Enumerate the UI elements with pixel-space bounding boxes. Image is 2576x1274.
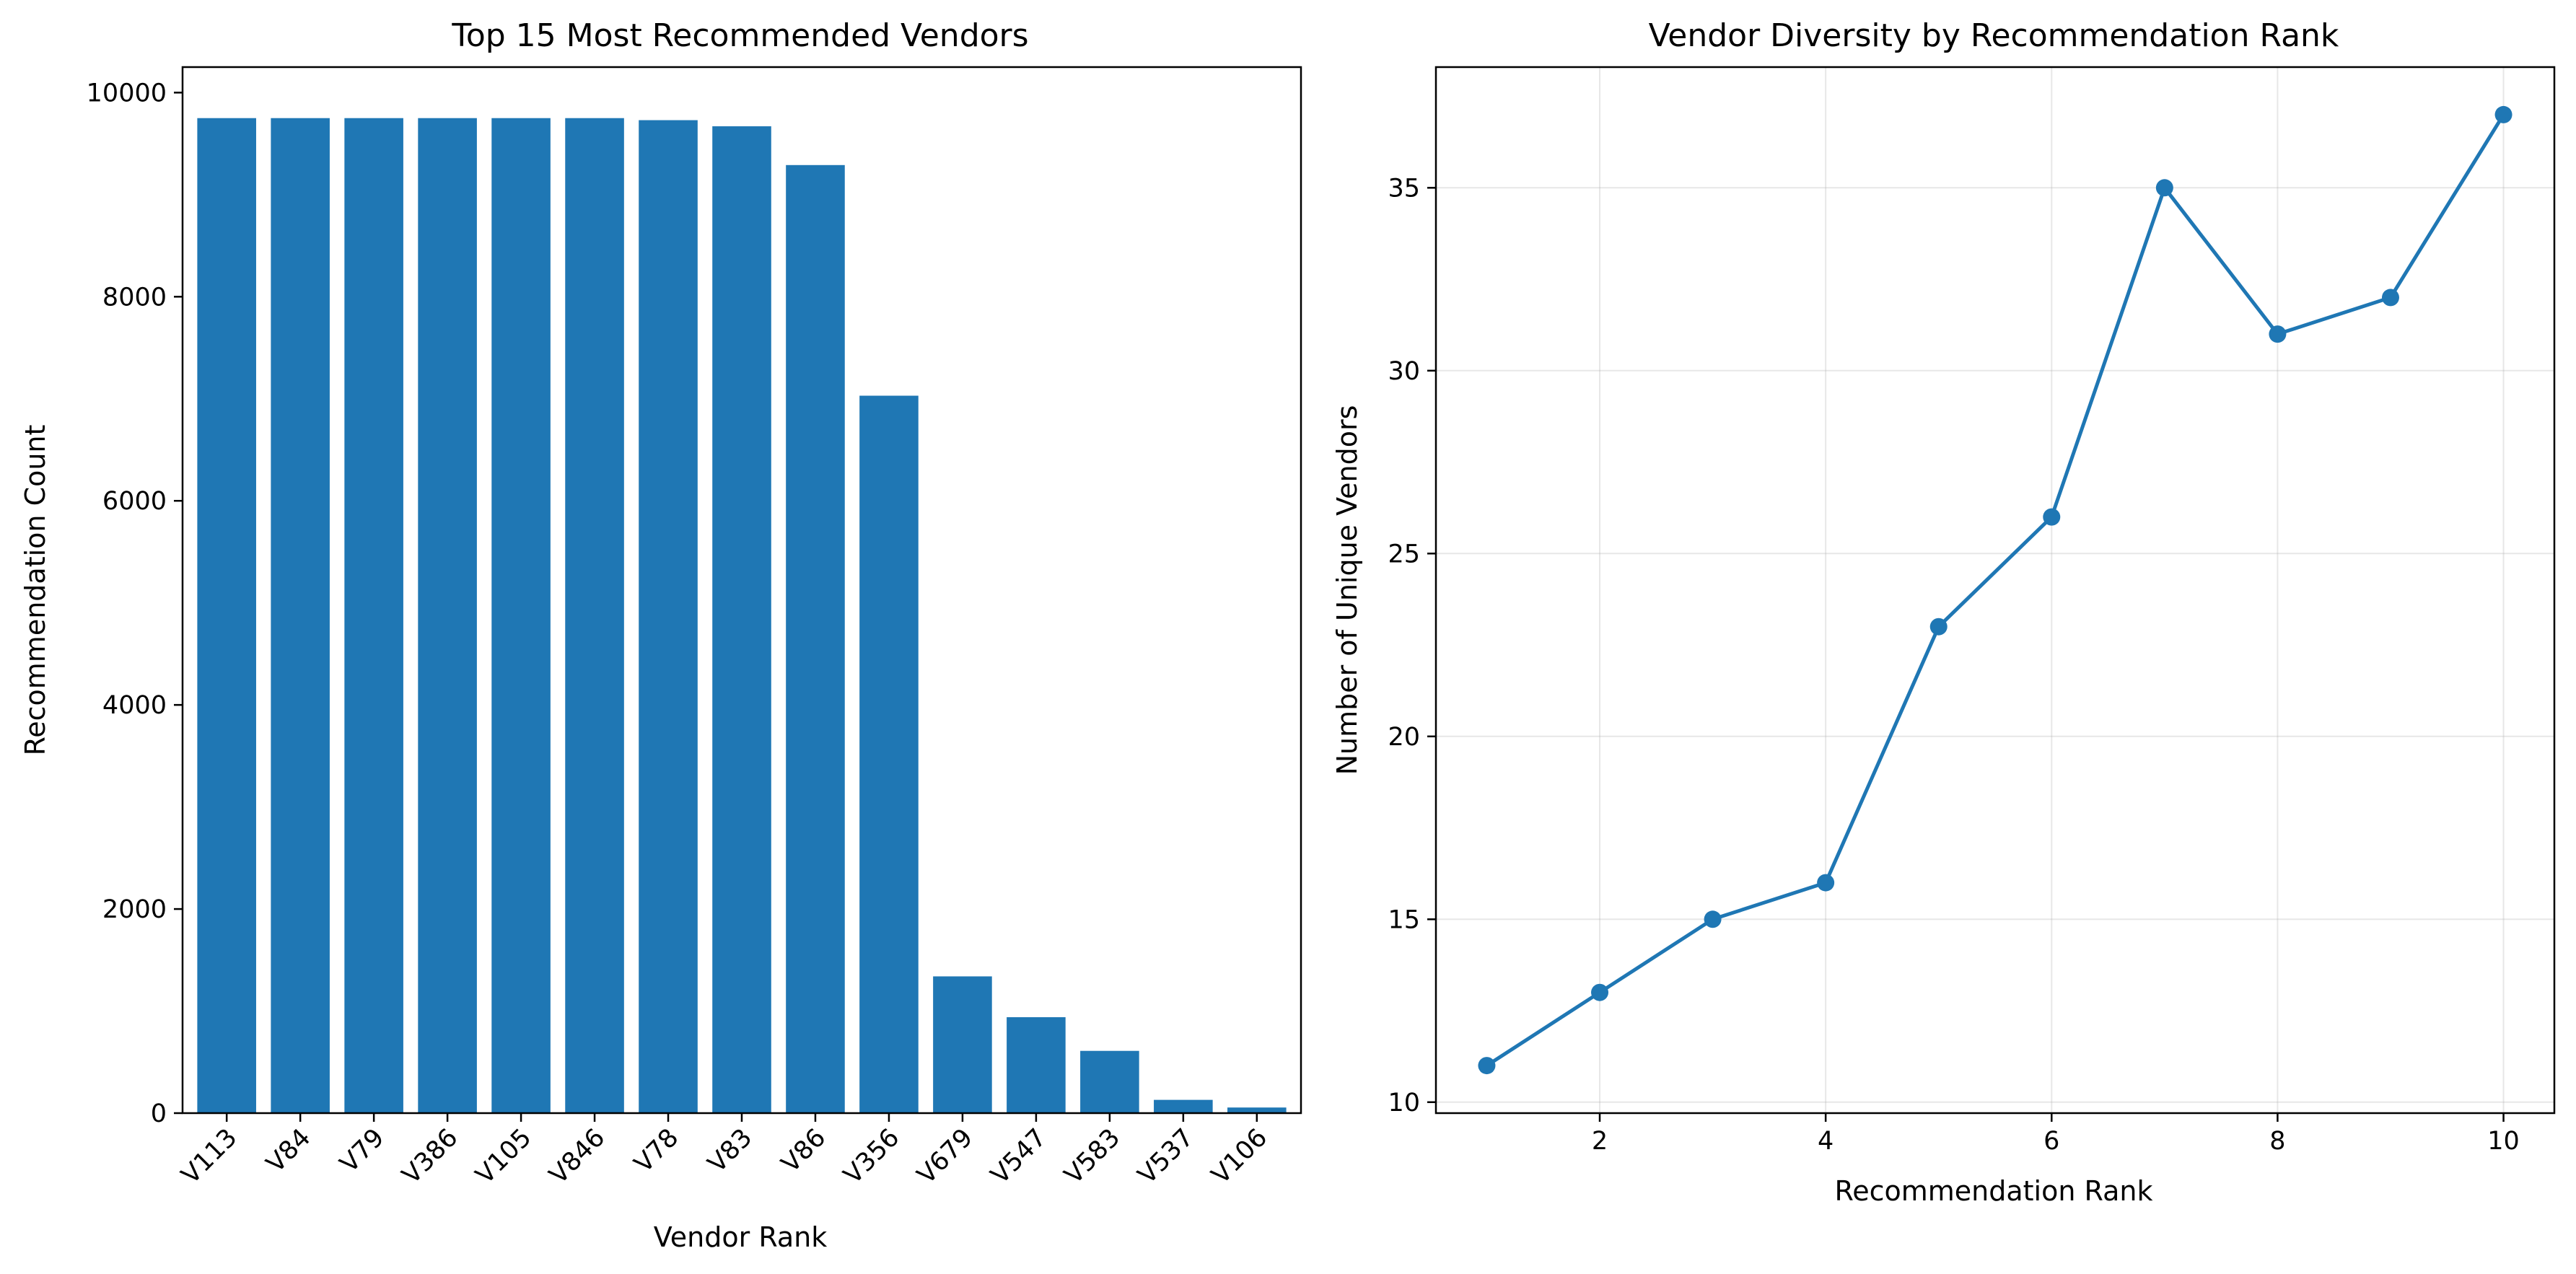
y-tick-label: 6000: [102, 487, 167, 516]
line-chart-x-axis-label: Recommendation Rank: [1835, 1175, 2153, 1207]
bar: [786, 164, 845, 1113]
line-chart: Vendor Diversity by Recommendation Rank …: [1331, 17, 2556, 1207]
line-plot-area: 2 4 6 8 10 10 15 20 25 30 35: [1388, 67, 2554, 1156]
data-point: [1591, 983, 1609, 1001]
y-tick-label: 8000: [102, 283, 167, 312]
data-point: [2155, 179, 2173, 197]
y-tick-label: 4000: [102, 691, 167, 720]
bar: [639, 120, 698, 1113]
y-tick-label: 10: [1388, 1089, 1420, 1117]
data-point: [1704, 910, 1722, 928]
data-point: [2381, 289, 2399, 307]
bar-chart-y-axis-label: Recommendation Count: [19, 425, 51, 756]
line-plot-frame: [1434, 66, 2556, 1115]
bar-chart-title: Top 15 Most Recommended Vendors: [451, 17, 1028, 54]
y-tick-label: 30: [1388, 357, 1420, 386]
bar: [344, 118, 403, 1114]
y-tick-label: 25: [1388, 540, 1420, 568]
x-tick-label: 4: [1818, 1127, 1834, 1156]
data-point: [1817, 874, 1835, 892]
bar: [418, 118, 477, 1114]
x-tick-label: 10: [2487, 1127, 2520, 1156]
x-tick-label: 8: [2269, 1127, 2285, 1156]
bar: [1227, 1107, 1287, 1113]
y-tick-label: 15: [1388, 905, 1420, 934]
bar: [712, 126, 771, 1113]
bar-plot-frame: [181, 66, 1302, 1115]
bar-chart-x-axis-label: Vendor Rank: [654, 1221, 828, 1253]
data-point: [2494, 105, 2513, 123]
bar: [565, 118, 624, 1114]
data-point: [1929, 618, 1948, 636]
y-tick-label: 35: [1388, 174, 1420, 203]
line-chart-y-axis-label: Number of Unique Vendors: [1331, 405, 1363, 776]
x-tick-label: 2: [1592, 1127, 1608, 1156]
series-line: [1486, 113, 2505, 1068]
bar: [271, 118, 330, 1114]
y-tick-label: 10000: [87, 79, 167, 107]
line-chart-title: Vendor Diversity by Recommendation Rank: [1649, 17, 2339, 54]
y-tick-label: 2000: [102, 895, 167, 924]
bar: [197, 118, 256, 1114]
bar: [491, 118, 551, 1114]
bar: [1007, 1017, 1066, 1113]
data-point: [2043, 508, 2061, 526]
bar: [1154, 1099, 1213, 1113]
y-tick-label: 20: [1388, 723, 1420, 752]
bar: [1080, 1050, 1139, 1113]
bar: [859, 395, 919, 1113]
bar: [933, 976, 992, 1113]
bar-chart: Top 15 Most Recommended Vendors V113 V84 V…: [19, 17, 1302, 1253]
x-tick-label: 6: [2043, 1127, 2059, 1156]
y-tick-label: 0: [151, 1099, 167, 1128]
data-point: [1478, 1057, 1496, 1075]
bar-plot-area: V113 V84 V79 V386 V105 V846 V78 V83 V86 V356 V679 V…: [87, 79, 1287, 1190]
data-point: [2269, 325, 2287, 343]
